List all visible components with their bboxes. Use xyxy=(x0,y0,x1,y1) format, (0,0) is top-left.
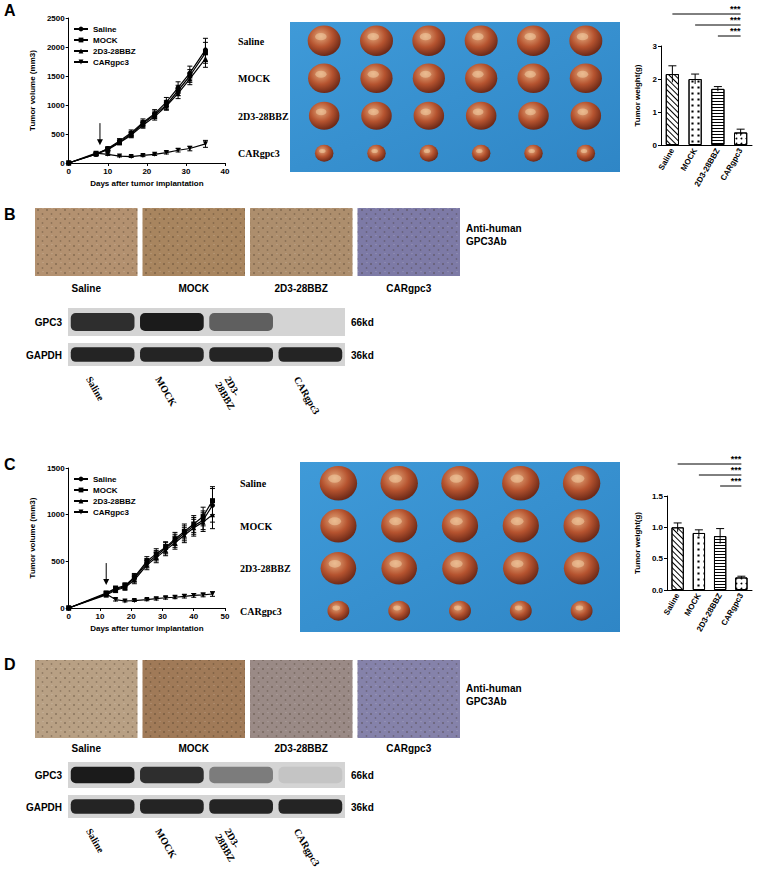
svg-text:GPC3Ab: GPC3Ab xyxy=(466,696,507,707)
svg-text:Tumor weight(g): Tumor weight(g) xyxy=(633,512,642,574)
svg-text:GAPDH: GAPDH xyxy=(26,350,62,361)
svg-text:***: *** xyxy=(730,26,741,36)
svg-text:1000: 1000 xyxy=(47,101,65,110)
svg-text:36kd: 36kd xyxy=(351,802,374,813)
svg-text:36kd: 36kd xyxy=(351,350,374,361)
svg-text:30: 30 xyxy=(158,612,167,621)
svg-text:GPC3: GPC3 xyxy=(35,770,63,781)
svg-text:2D3-28BBZ: 2D3-28BBZ xyxy=(275,743,328,754)
svg-text:0.5: 0.5 xyxy=(652,554,664,563)
svg-text:0: 0 xyxy=(66,167,71,176)
svg-text:Saline: Saline xyxy=(84,827,107,856)
svg-text:40: 40 xyxy=(221,167,230,176)
svg-text:C: C xyxy=(4,456,16,473)
svg-text:MOCK: MOCK xyxy=(153,827,179,861)
svg-text:***: *** xyxy=(730,4,741,14)
svg-text:Saline: Saline xyxy=(238,36,265,47)
svg-text:66kd: 66kd xyxy=(351,770,374,781)
svg-text:***: *** xyxy=(731,476,742,486)
svg-text:B: B xyxy=(4,206,16,223)
svg-text:Saline: Saline xyxy=(93,25,117,34)
svg-text:CARgpc3: CARgpc3 xyxy=(93,58,130,67)
svg-text:500: 500 xyxy=(51,557,65,566)
svg-text:0.0: 0.0 xyxy=(652,586,664,595)
svg-text:2000: 2000 xyxy=(47,43,65,52)
svg-text:28BBZ: 28BBZ xyxy=(213,380,238,412)
svg-text:***: *** xyxy=(731,454,742,464)
svg-text:2500: 2500 xyxy=(47,14,65,23)
svg-text:MOCK: MOCK xyxy=(153,375,179,409)
svg-text:28BBZ: 28BBZ xyxy=(213,832,238,864)
svg-text:10: 10 xyxy=(103,167,112,176)
svg-text:Saline: Saline xyxy=(72,283,102,294)
svg-text:2D3-28BBZ: 2D3-28BBZ xyxy=(693,147,722,188)
svg-text:CARgpc3: CARgpc3 xyxy=(720,591,746,627)
svg-text:1000: 1000 xyxy=(47,510,65,519)
svg-text:40: 40 xyxy=(189,612,198,621)
svg-text:MOCK: MOCK xyxy=(93,486,118,495)
svg-text:66kd: 66kd xyxy=(351,317,374,328)
svg-text:2D3-28BBZ: 2D3-28BBZ xyxy=(93,47,136,56)
svg-text:0: 0 xyxy=(60,159,65,168)
svg-text:Saline: Saline xyxy=(657,146,677,171)
svg-text:50: 50 xyxy=(221,612,230,621)
svg-text:CARgpc3: CARgpc3 xyxy=(386,283,431,294)
svg-text:2D3-: 2D3- xyxy=(222,826,243,850)
svg-text:1.5: 1.5 xyxy=(652,492,664,501)
svg-text:1500: 1500 xyxy=(47,72,65,81)
svg-text:Days after tumor implantation: Days after tumor implantation xyxy=(90,624,203,633)
svg-text:GPC3: GPC3 xyxy=(35,317,63,328)
svg-text:Tumor weight(g): Tumor weight(g) xyxy=(633,64,642,126)
svg-text:***: *** xyxy=(731,465,742,475)
svg-text:CARgpc3: CARgpc3 xyxy=(292,827,322,869)
svg-text:MOCK: MOCK xyxy=(240,521,272,532)
svg-text:2D3-28BBZ: 2D3-28BBZ xyxy=(238,111,289,122)
svg-text:10: 10 xyxy=(96,612,105,621)
svg-text:MOCK: MOCK xyxy=(679,147,699,173)
svg-text:Days after tumor implantation: Days after tumor implantation xyxy=(90,179,203,188)
svg-text:MOCK: MOCK xyxy=(178,283,209,294)
svg-text:MOCK: MOCK xyxy=(238,73,270,84)
svg-text:CARgpc3: CARgpc3 xyxy=(292,375,322,417)
svg-text:0: 0 xyxy=(66,612,71,621)
svg-text:2D3-28BBZ: 2D3-28BBZ xyxy=(240,563,291,574)
svg-text:Tumor volume (mm3): Tumor volume (mm3) xyxy=(28,50,37,131)
svg-text:CARgpc3: CARgpc3 xyxy=(93,508,130,517)
svg-text:Anti-human: Anti-human xyxy=(466,683,522,694)
svg-text:CARgpc3: CARgpc3 xyxy=(386,743,431,754)
svg-text:***: *** xyxy=(730,15,741,25)
svg-text:CARgpc3: CARgpc3 xyxy=(240,606,282,617)
svg-text:0: 0 xyxy=(653,141,658,150)
svg-text:0: 0 xyxy=(60,604,65,613)
svg-text:A: A xyxy=(4,2,16,19)
svg-text:20: 20 xyxy=(142,167,151,176)
svg-text:Tumor volume (mm3): Tumor volume (mm3) xyxy=(28,497,37,578)
svg-text:CARgpc3: CARgpc3 xyxy=(719,146,745,182)
svg-text:Saline: Saline xyxy=(72,743,102,754)
svg-text:Saline: Saline xyxy=(662,591,682,616)
svg-text:Saline: Saline xyxy=(93,475,117,484)
svg-text:Anti-human: Anti-human xyxy=(466,223,522,234)
svg-text:1500: 1500 xyxy=(47,464,65,473)
svg-text:20: 20 xyxy=(127,612,136,621)
svg-text:D: D xyxy=(4,656,16,673)
svg-text:MOCK: MOCK xyxy=(683,592,703,618)
svg-text:2D3-28BBZ: 2D3-28BBZ xyxy=(695,592,724,633)
svg-text:GAPDH: GAPDH xyxy=(26,802,62,813)
svg-text:Saline: Saline xyxy=(84,375,107,404)
svg-text:CARgpc3: CARgpc3 xyxy=(238,148,280,159)
svg-text:1.0: 1.0 xyxy=(652,523,664,532)
svg-text:2D3-28BBZ: 2D3-28BBZ xyxy=(275,283,328,294)
svg-text:2D3-28BBZ: 2D3-28BBZ xyxy=(93,497,136,506)
svg-text:30: 30 xyxy=(181,167,190,176)
svg-text:MOCK: MOCK xyxy=(178,743,209,754)
svg-text:MOCK: MOCK xyxy=(93,36,118,45)
svg-text:500: 500 xyxy=(51,130,65,139)
svg-text:GPC3Ab: GPC3Ab xyxy=(466,236,507,247)
svg-text:2: 2 xyxy=(653,75,658,84)
svg-text:Saline: Saline xyxy=(240,478,267,489)
svg-text:3: 3 xyxy=(653,42,658,51)
svg-text:1: 1 xyxy=(653,108,658,117)
svg-text:2D3-: 2D3- xyxy=(222,374,243,398)
